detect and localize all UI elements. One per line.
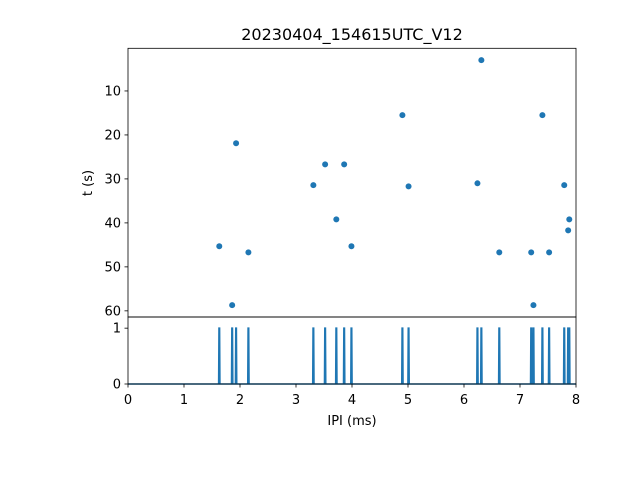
data-point: [399, 112, 406, 119]
data-point: [229, 302, 236, 309]
data-point: [310, 182, 317, 189]
spike-series-line: [128, 327, 576, 385]
y-tick-label: 40: [104, 216, 121, 231]
data-point: [565, 227, 572, 234]
data-point: [405, 183, 412, 190]
data-point: [546, 249, 553, 256]
x-tick-label: 1: [180, 393, 188, 408]
data-point: [216, 243, 223, 250]
y-tick-label: 20: [104, 128, 121, 143]
x-tick-label: 0: [124, 393, 132, 408]
y-tick-label: 0: [113, 378, 121, 393]
data-point: [530, 302, 537, 309]
data-point: [566, 216, 573, 223]
data-point: [245, 249, 252, 256]
x-tick-label: 3: [292, 393, 300, 408]
y-tick-label: 30: [104, 172, 121, 187]
data-point: [478, 57, 485, 64]
x-tick-label: 4: [348, 393, 356, 408]
spike-axes: 0 1 0 1 2 3 4 5 6 7 8: [113, 316, 580, 408]
x-tick-label: 8: [572, 393, 580, 408]
axes-frame: [127, 316, 577, 385]
data-point: [539, 112, 546, 119]
x-tick-label: 2: [236, 393, 244, 408]
data-point: [341, 161, 348, 168]
x-tick-label: 7: [516, 393, 524, 408]
data-point: [561, 182, 568, 189]
chart-title: 20230404_154615UTC_V12: [241, 25, 463, 45]
y-tick-label: 50: [104, 260, 121, 275]
y-tick-label: 60: [104, 304, 121, 319]
y-axis-label: t (s): [81, 170, 96, 196]
x-tick-label: 6: [460, 393, 468, 408]
data-point: [496, 249, 503, 256]
data-point: [348, 243, 355, 250]
x-axis-label: IPI (ms): [327, 414, 376, 429]
data-point: [333, 216, 340, 223]
data-point: [322, 161, 329, 168]
data-point: [528, 249, 535, 256]
data-point: [233, 140, 240, 147]
y-tick-label: 10: [104, 84, 121, 99]
data-point: [474, 180, 481, 187]
x-tick-label: 5: [404, 393, 412, 408]
y-tick-label: 1: [113, 322, 121, 337]
